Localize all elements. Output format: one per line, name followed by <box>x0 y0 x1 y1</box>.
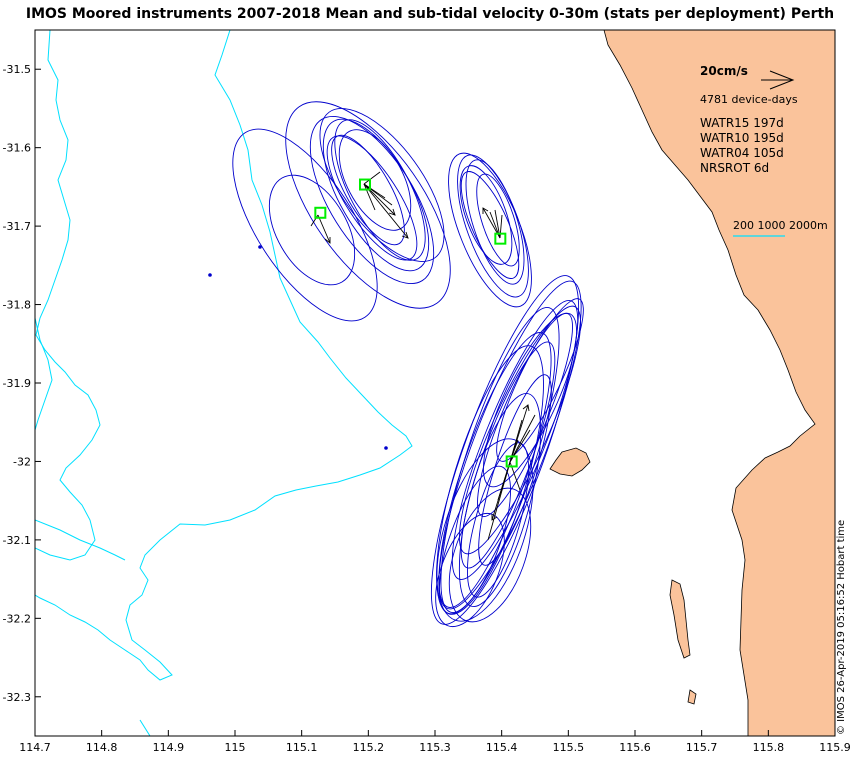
mooring-marker-watr04 <box>494 232 507 245</box>
y-tick-label: -32.1 <box>3 534 31 547</box>
y-tick-label: -32 <box>13 455 31 468</box>
contours-label: 200 1000 2000m <box>733 219 828 232</box>
y-tick-label: -31.5 <box>3 63 31 76</box>
x-axis: 114.7 114.8 114.9 115 115.1 115.2 115.3 115.4 11… <box>19 730 851 754</box>
y-tick-label: -31.7 <box>3 220 31 233</box>
scale-arrow <box>761 70 795 90</box>
x-tick-label: 115.9 <box>819 741 851 754</box>
x-tick-label: 115.2 <box>353 741 385 754</box>
x-tick-label: 114.8 <box>86 741 118 754</box>
x-tick-label: 115.1 <box>286 741 318 754</box>
scale-label: 20cm/s <box>700 64 748 78</box>
island-south <box>669 579 691 659</box>
x-tick-label: 115.8 <box>753 741 785 754</box>
instrument-dots <box>208 245 388 450</box>
legend-site-1: WATR15 197d <box>700 116 784 130</box>
mooring-marker-watr10 <box>359 178 371 191</box>
island-garden <box>549 447 591 477</box>
mooring-markers <box>314 178 518 468</box>
velocity-arrows <box>310 171 536 541</box>
map-title: IMOS Moored instruments 2007-2018 Mean a… <box>25 6 835 22</box>
bathymetry-contours <box>35 30 413 736</box>
legend-site-4: NRSROT 6d <box>700 161 769 175</box>
legend: 20cm/s 4781 device-days WATR15 197d WATR… <box>700 64 828 237</box>
credit-text: © IMOS 26-Apr-2019 05:16:52 Hobart time <box>836 519 847 735</box>
y-tick-label: -32.2 <box>3 612 31 625</box>
velocity-ellipses <box>232 101 584 628</box>
island-south-small <box>687 689 697 705</box>
y-tick-label: -31.6 <box>3 142 31 155</box>
y-tick-label: -32.3 <box>3 691 31 704</box>
mooring-marker-nrsrot <box>505 455 518 468</box>
y-tick-label: -31.8 <box>3 299 31 312</box>
legend-site-3: WATR04 105d <box>700 146 784 160</box>
x-tick-label: 115 <box>225 741 246 754</box>
x-tick-label: 114.7 <box>19 741 51 754</box>
x-tick-label: 115.7 <box>686 741 718 754</box>
x-tick-label: 115.5 <box>553 741 585 754</box>
y-tick-label: -31.9 <box>3 377 31 390</box>
land-coastline <box>603 30 835 736</box>
x-tick-label: 115.4 <box>486 741 518 754</box>
x-tick-label: 115.6 <box>619 741 651 754</box>
x-tick-label: 114.9 <box>153 741 185 754</box>
device-days-label: 4781 device-days <box>700 93 798 106</box>
x-tick-label: 115.3 <box>419 741 451 754</box>
y-axis: -31.5 -31.6 -31.7 -31.8 -31.9 -32 -32.1 -32.2 -3… <box>3 63 41 704</box>
mooring-marker-watr15 <box>314 206 327 219</box>
legend-site-2: WATR10 195d <box>700 131 784 145</box>
